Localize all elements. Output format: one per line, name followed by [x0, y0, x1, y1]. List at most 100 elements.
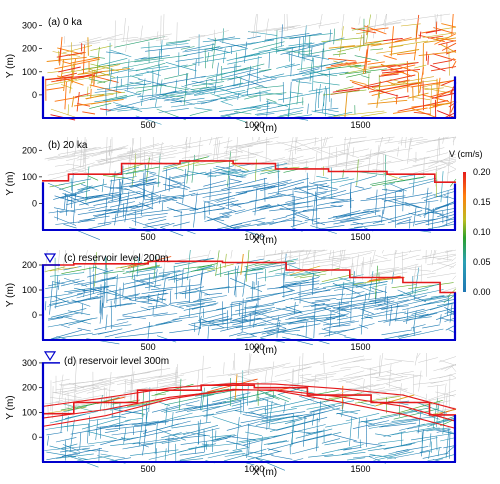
fracture-segment — [104, 430, 119, 433]
fracture-segment — [284, 64, 300, 68]
fracture-segment — [284, 380, 300, 386]
fracture-segment — [403, 312, 438, 322]
fracture-segment — [395, 283, 440, 297]
fracture-segment — [374, 375, 421, 387]
fracture-segment — [47, 435, 49, 446]
fracture-segment — [49, 397, 81, 402]
fracture-segment — [408, 177, 437, 185]
fracture-segment — [204, 215, 232, 222]
fracture-segment — [314, 136, 317, 146]
fracture-segment — [149, 93, 195, 101]
fracture-segment — [123, 17, 126, 42]
fracture-segment — [423, 157, 425, 179]
fracture-segment — [444, 363, 457, 372]
x-tick-label: 500 — [141, 342, 156, 352]
fracture-segment — [122, 443, 154, 450]
fracture-segment — [367, 360, 402, 370]
fracture-segment — [59, 181, 86, 190]
x-tick-label: 1500 — [350, 464, 370, 474]
fracture-segment — [173, 207, 197, 211]
fracture-segment — [189, 151, 243, 158]
fracture-segment — [264, 370, 267, 384]
fracture-segment — [190, 304, 217, 310]
fracture-segment — [160, 15, 162, 45]
fracture-segment — [197, 295, 227, 301]
fracture-segment — [233, 352, 236, 371]
fracture-segment — [63, 36, 66, 44]
fracture-segment — [246, 85, 263, 90]
fracture-segment — [160, 226, 184, 237]
fracture-segment — [345, 291, 365, 296]
fracture-segment — [321, 438, 340, 444]
fracture-segment — [209, 168, 212, 201]
fracture-segment — [441, 23, 457, 28]
fracture-segment — [413, 206, 417, 227]
fracture-segment — [438, 356, 457, 363]
fracture-segment — [202, 401, 241, 412]
fracture-segment — [297, 356, 301, 387]
fracture-segment — [98, 58, 128, 66]
fracture-segment — [328, 210, 361, 220]
fracture-segment — [364, 370, 393, 377]
fracture-segment — [187, 171, 217, 177]
fracture-segment — [158, 377, 180, 382]
fracture-segment — [312, 374, 316, 405]
fracture-segment — [109, 149, 112, 174]
fracture-segment — [126, 209, 174, 216]
fracture-segment — [52, 389, 78, 393]
fracture-segment — [324, 452, 366, 457]
fracture-segment — [100, 437, 126, 446]
fracture-segment — [80, 140, 83, 168]
fracture-segment — [428, 394, 457, 401]
fracture-segment — [113, 403, 150, 410]
fracture-segment — [95, 419, 99, 441]
fracture-segment — [243, 393, 245, 412]
fracture-segment — [318, 400, 322, 423]
fracture-segment — [375, 144, 380, 176]
fracture-segment — [269, 216, 296, 226]
fracture-segment — [388, 363, 392, 388]
fracture-segment — [317, 263, 339, 267]
fracture-segment — [226, 78, 277, 91]
fracture-segment — [409, 249, 412, 253]
fracture-segment — [239, 37, 280, 47]
fracture-segment — [256, 204, 272, 209]
fracture-segment — [375, 265, 378, 299]
fracture-segment — [48, 317, 63, 321]
fracture-segment — [384, 13, 387, 33]
fracture-segment — [251, 280, 254, 300]
fracture-segment — [241, 163, 288, 174]
fracture-segment — [256, 136, 261, 143]
fracture-segment — [224, 253, 227, 268]
fracture-segment — [229, 277, 263, 292]
fracture-segment — [339, 68, 387, 75]
fracture-segment — [437, 447, 440, 457]
fracture-segment — [304, 218, 321, 221]
fracture-segment — [425, 29, 442, 34]
y-axis-label: Y (m) — [5, 283, 16, 307]
panel-label: (c) reservoir level 200m — [64, 253, 168, 264]
fracture-segment — [282, 81, 284, 103]
fracture-segment — [310, 71, 349, 77]
fracture-segment — [429, 159, 453, 165]
fracture-segment — [241, 437, 270, 444]
fracture-segment — [441, 78, 457, 86]
fracture-segment — [297, 62, 343, 70]
fracture-segment — [371, 85, 411, 97]
fracture-segment — [58, 178, 92, 186]
fracture-segment — [155, 96, 182, 103]
fracture-segment — [414, 352, 418, 366]
fracture-segment — [424, 187, 429, 219]
fracture-segment — [351, 81, 378, 92]
fracture-segment — [295, 428, 333, 439]
fracture-segment — [124, 375, 162, 382]
fracture-segment — [212, 435, 237, 443]
fracture-segment — [61, 379, 111, 394]
fracture-segment — [222, 209, 246, 215]
fracture-segment — [72, 146, 102, 154]
fracture-segment — [363, 292, 367, 315]
fracture-segment — [99, 372, 151, 380]
fracture-segment — [87, 86, 89, 97]
fracture-segment — [128, 66, 169, 72]
fracture-segment — [164, 448, 167, 461]
